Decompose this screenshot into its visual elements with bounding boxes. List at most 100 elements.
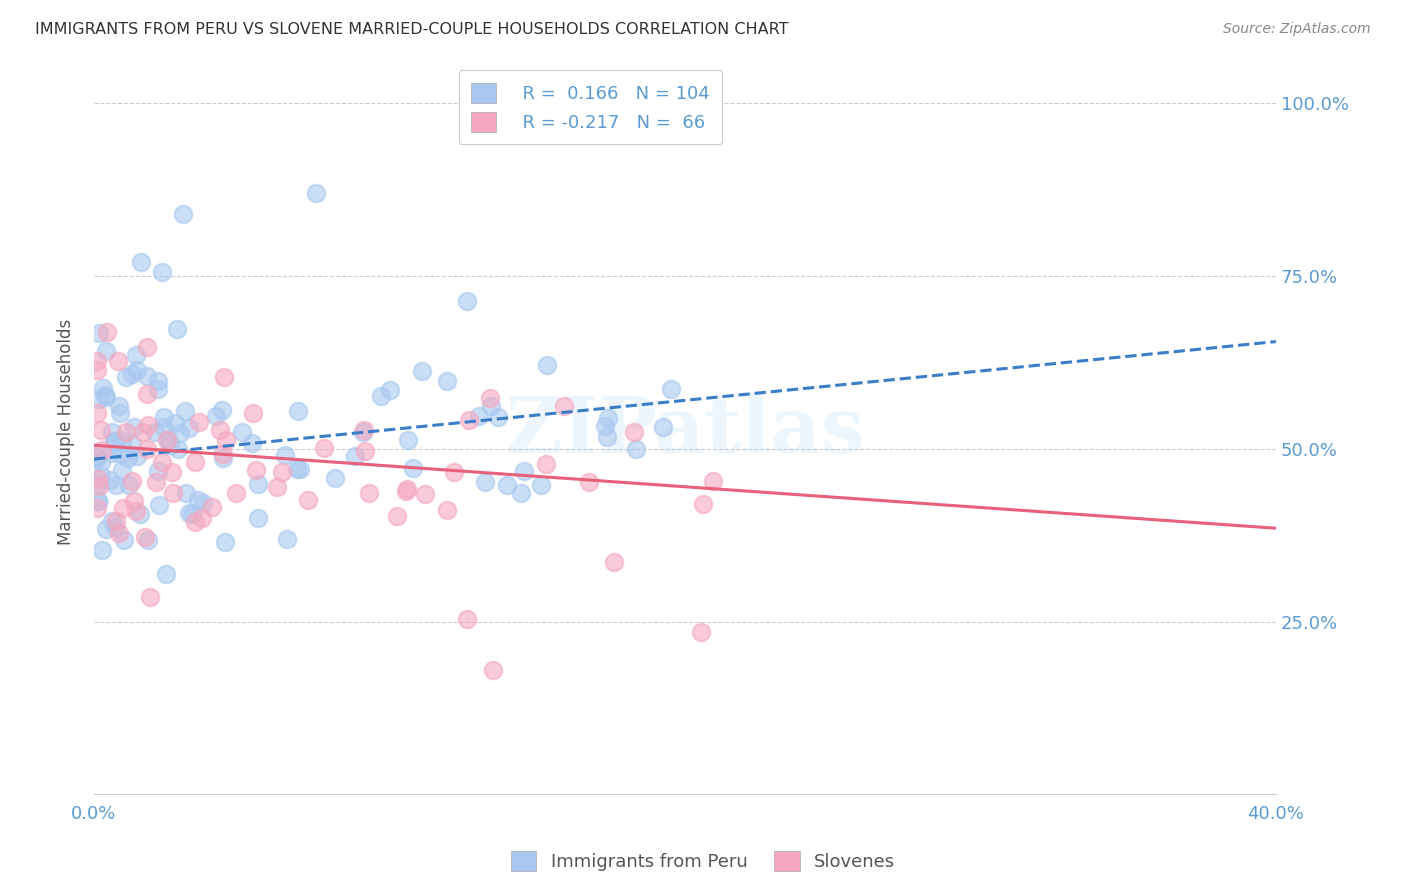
Point (86, 406, 108, 420)
Point (155, 566, 177, 581)
Point (285, 462, 308, 476)
Point (125, 348, 148, 362)
Point (304, 186, 326, 200)
Point (156, 433, 179, 447)
Point (148, 499, 170, 513)
Point (89, 326, 111, 340)
Y-axis label: Married-couple Households: Married-couple Households (58, 318, 75, 545)
Point (179, 507, 201, 521)
Point (110, 447, 132, 461)
Point (172, 207, 194, 221)
Point (143, 425, 166, 439)
Point (122, 420, 145, 434)
Point (125, 504, 148, 518)
Point (115, 425, 138, 439)
Point (297, 492, 319, 507)
Point (90, 442, 112, 457)
Point (173, 404, 195, 418)
Point (187, 493, 209, 508)
Point (121, 368, 143, 382)
Point (578, 475, 600, 489)
Point (191, 496, 214, 510)
Point (692, 497, 714, 511)
Point (132, 425, 155, 439)
Point (117, 450, 139, 465)
Point (104, 435, 127, 450)
Point (86, 477, 108, 491)
Point (145, 475, 167, 490)
Point (553, 399, 575, 413)
Point (378, 383, 401, 397)
Point (114, 370, 136, 384)
Point (174, 486, 197, 500)
Point (125, 363, 148, 377)
Point (411, 363, 433, 377)
Point (87, 472, 110, 486)
Point (242, 406, 264, 420)
Point (456, 612, 478, 626)
Point (165, 416, 187, 430)
Point (110, 434, 132, 449)
Point (90, 455, 112, 469)
Point (474, 475, 496, 490)
Point (211, 403, 233, 417)
Point (187, 415, 209, 429)
Point (495, 478, 517, 492)
Point (94, 344, 117, 359)
Point (169, 425, 191, 440)
Point (129, 255, 152, 269)
Text: IMMIGRANTS FROM PERU VS SLOVENE MARRIED-COUPLE HOUSEHOLDS CORRELATION CHART: IMMIGRANTS FROM PERU VS SLOVENE MARRIED-… (35, 22, 789, 37)
Point (112, 501, 135, 516)
Point (488, 410, 510, 425)
Point (598, 410, 620, 425)
Point (659, 382, 682, 396)
Point (344, 449, 367, 463)
Point (479, 400, 502, 414)
Point (395, 483, 418, 498)
Point (87, 392, 110, 407)
Point (201, 500, 224, 514)
Point (215, 433, 238, 447)
Point (90, 423, 112, 437)
Point (413, 486, 436, 500)
Text: ZIPatlas: ZIPatlas (505, 393, 865, 469)
Point (370, 389, 392, 403)
Point (323, 471, 346, 485)
Point (287, 403, 309, 417)
Point (124, 494, 146, 508)
Point (101, 425, 124, 439)
Point (105, 514, 128, 528)
Point (690, 624, 713, 639)
Point (457, 413, 479, 427)
Point (436, 503, 458, 517)
Point (96, 325, 118, 339)
Point (136, 533, 159, 547)
Point (240, 436, 263, 450)
Point (247, 477, 270, 491)
Point (101, 514, 124, 528)
Point (98, 473, 121, 487)
Point (89, 479, 111, 493)
Point (436, 374, 458, 388)
Point (396, 433, 419, 447)
Point (152, 265, 174, 279)
Point (225, 485, 247, 500)
Point (353, 423, 375, 437)
Point (107, 354, 129, 368)
Point (104, 520, 127, 534)
Point (596, 430, 619, 444)
Point (146, 464, 169, 478)
Point (166, 322, 188, 336)
Point (91, 381, 114, 395)
Point (354, 443, 377, 458)
Point (136, 386, 159, 401)
Point (129, 507, 152, 521)
Point (167, 442, 190, 457)
Point (266, 480, 288, 494)
Point (652, 420, 675, 434)
Point (624, 442, 647, 456)
Text: Source: ZipAtlas.com: Source: ZipAtlas.com (1223, 22, 1371, 37)
Point (443, 465, 465, 479)
Point (593, 419, 616, 434)
Point (136, 442, 159, 457)
